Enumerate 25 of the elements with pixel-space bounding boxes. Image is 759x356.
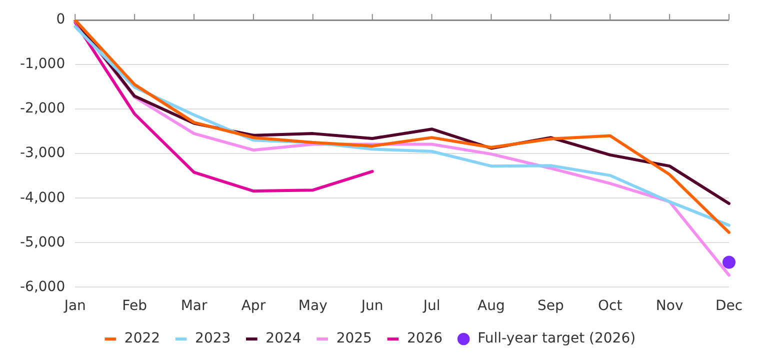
legend-label: 2022 — [124, 330, 160, 347]
legend-label: 2025 — [336, 330, 372, 347]
x-tick-label: Jun — [360, 298, 384, 314]
x-tick-label: Dec — [715, 298, 743, 314]
x-tick-label: Aug — [478, 298, 505, 314]
legend-label: 2024 — [266, 330, 302, 347]
y-tick-label: -1,000 — [20, 56, 66, 72]
x-tick-label: Feb — [122, 298, 148, 314]
legend-label: 2023 — [195, 330, 231, 347]
y-tick-label: -4,000 — [20, 190, 66, 206]
y-tick-label: 0 — [56, 12, 66, 28]
y-tick-label: -5,000 — [20, 234, 66, 250]
x-tick-label: Jan — [63, 298, 86, 314]
y-tick-label: -3,000 — [20, 145, 66, 162]
x-tick-label: Nov — [656, 298, 684, 314]
legend-label: 2026 — [406, 330, 443, 347]
x-tick-label: May — [298, 298, 328, 314]
x-tick-label: Oct — [598, 298, 623, 314]
x-tick-label: Apr — [241, 298, 266, 314]
x-tick-label: Sep — [537, 298, 564, 314]
x-tick-label: Jul — [422, 298, 440, 314]
y-tick-label: -2,000 — [20, 100, 66, 117]
y-tick-label: -6,000 — [20, 278, 66, 295]
x-tick-label: Mar — [180, 298, 208, 314]
legend-label: Full-year target (2026) — [478, 330, 636, 347]
